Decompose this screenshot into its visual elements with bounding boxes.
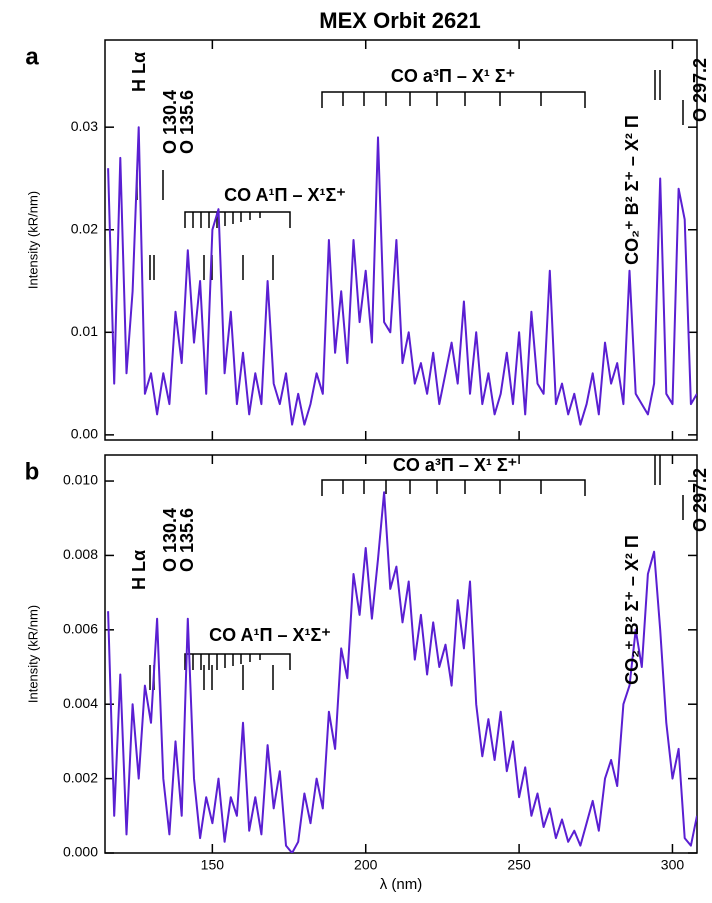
x-tick-label: 250 — [507, 857, 531, 873]
annotation: CO A¹Π – X¹Σ⁺ — [224, 185, 346, 205]
plot-frame — [104, 39, 698, 441]
annotation: CO a³Π – X¹ Σ⁺ — [391, 66, 515, 86]
chart-title: MEX Orbit 2621 — [319, 8, 480, 33]
y-tick-label: 0.010 — [63, 472, 98, 488]
annotation: CO A¹Π – X¹Σ⁺ — [209, 625, 331, 645]
y-tick-label: 0.02 — [71, 220, 98, 236]
x-tick-label: 150 — [201, 857, 225, 873]
annotation: CO a³Π – X¹ Σ⁺ — [393, 455, 517, 475]
y-axis-label: Intensity (kR/nm) — [25, 191, 40, 289]
annotation: O 135.6 — [177, 508, 197, 572]
plot-frame — [104, 454, 698, 854]
x-tick-label: 200 — [354, 857, 378, 873]
y-axis-label: Intensity (kR/nm) — [25, 605, 40, 703]
y-tick-label: 0.006 — [63, 621, 98, 637]
y-tick-label: 0.01 — [71, 323, 98, 339]
annotation: O 130.4 — [160, 90, 180, 154]
annotation: O 297.2 — [690, 468, 710, 532]
y-tick-label: 0.002 — [63, 769, 98, 785]
annotation: CO₂⁺ B² Σ⁺ – X² Π — [622, 535, 642, 685]
annotation: H Lα — [129, 550, 149, 590]
band-markers — [136, 70, 684, 690]
annotation: O 297.2 — [690, 58, 710, 122]
y-tick-label: 0.03 — [71, 118, 98, 134]
x-tick-label: 300 — [661, 857, 685, 873]
spectrum-line — [107, 126, 697, 426]
annotation: CO₂⁺ B² Σ⁺ – X² Π — [622, 115, 642, 265]
annotation: H Lα — [129, 52, 149, 92]
panel-label: b — [25, 458, 40, 485]
y-tick-label: 0.004 — [63, 695, 98, 711]
x-axis-label: λ (nm) — [380, 876, 423, 893]
y-tick-label: 0.00 — [71, 426, 98, 442]
annotation: O 130.4 — [160, 508, 180, 572]
panel-label: a — [25, 43, 39, 70]
y-tick-label: 0.008 — [63, 546, 98, 562]
spectrum-line — [107, 491, 697, 853]
annotation: O 135.6 — [177, 90, 197, 154]
y-tick-label: 0.000 — [63, 844, 98, 860]
